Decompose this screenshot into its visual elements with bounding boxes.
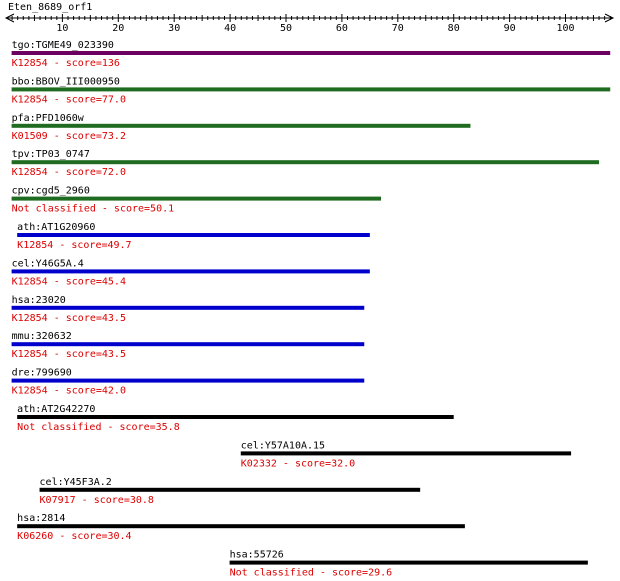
hit-annotation: Not classified - score=50.1 [12,204,175,215]
hit-annotation: Not classified - score=35.8 [17,422,180,433]
hit-row[interactable]: cpv:cgd5_2960 Not classified - score=50.1 [11,186,382,215]
hit-name[interactable]: cel:Y46G5A.4 [12,258,84,269]
hit-bar[interactable] [11,51,611,55]
hit-row[interactable]: tgo:TGME49_023390 K12854 - score=136 [11,40,611,69]
hit-row[interactable]: dre:799690 K12854 - score=42.0 [11,368,365,397]
hit-row[interactable]: pfa:PFD1060w K01509 - score=73.2 [11,113,471,142]
hit-bar[interactable] [17,415,454,419]
hit-annotation: K12854 - score=49.7 [17,240,131,251]
hit-annotation: K12854 - score=136 [12,58,120,69]
hit-name[interactable]: mmu:320632 [12,331,72,342]
hit-name[interactable]: bbo:BBOV_III000950 [12,76,120,87]
sequence-axis: Eten_8689_orf1 10 20 30 40 50 60 70 80 90 100 [4,2,615,34]
hit-annotation: K02332 - score=32.0 [241,458,355,469]
axis-arrow-right [604,13,615,23]
query-title: Eten_8689_orf1 [8,2,92,13]
hit-name[interactable]: hsa:23020 [12,295,66,306]
hit-name[interactable]: ath:AT1G20960 [17,222,95,233]
tick-label: 10 [56,23,68,34]
tick-label: 40 [224,23,236,34]
hit-row[interactable]: cel:Y46G5A.4 K12854 - score=45.4 [11,258,370,287]
hit-annotation: K12854 - score=72.0 [12,167,126,178]
hit-row[interactable]: bbo:BBOV_III000950 K12854 - score=77.0 [11,76,611,105]
hit-bar[interactable] [11,87,611,92]
hit-bar[interactable] [17,524,465,529]
hit-row[interactable]: tpv:TP03_0747 K12854 - score=72.0 [11,149,600,178]
hit-row[interactable]: cel:Y57A10A.15 K02332 - score=32.0 [240,440,572,469]
hit-bar[interactable] [240,451,572,456]
hit-bar[interactable] [229,560,588,565]
hit-annotation: K01509 - score=73.2 [12,131,126,142]
axis-ticks: 10 20 30 40 50 60 70 80 90 100 [11,14,611,34]
tick-label: 60 [336,23,348,34]
hit-name[interactable]: dre:799690 [12,368,72,379]
tick-label: 80 [448,23,460,34]
hit-bar[interactable] [11,305,365,310]
hit-bar[interactable] [39,487,421,492]
hit-annotation: K12854 - score=42.0 [12,386,126,397]
hit-annotation: Not classified - score=29.6 [230,568,393,579]
hit-annotation: K07917 - score=30.8 [40,495,154,506]
hit-bar[interactable] [11,378,365,383]
hit-bar[interactable] [11,269,370,274]
hit-name[interactable]: cpv:cgd5_2960 [12,186,90,197]
tick-label: 70 [392,23,404,34]
hit-bar[interactable] [11,160,600,165]
hit-name[interactable]: cel:Y57A10A.15 [241,440,325,451]
hit-name[interactable]: ath:AT2G42270 [17,404,95,415]
axis-arrow-left [4,13,15,23]
hit-annotation: K12854 - score=43.5 [12,313,126,324]
hit-list: tgo:TGME49_023390 K12854 - score=136 bbo:B… [11,40,611,579]
tick-label: 20 [112,23,124,34]
hit-row[interactable]: hsa:55726 Not classified - score=29.6 [229,550,588,579]
hit-row[interactable]: ath:AT1G20960 K12854 - score=49.7 [17,222,370,251]
hit-name[interactable]: hsa:55726 [230,550,284,561]
hit-name[interactable]: tgo:TGME49_023390 [12,40,114,51]
hit-bar[interactable] [11,123,471,128]
hit-name[interactable]: tpv:TP03_0747 [12,149,90,160]
hit-annotation: K06260 - score=30.4 [17,531,131,542]
hit-row[interactable]: cel:Y45F3A.2 K07917 - score=30.8 [39,477,421,506]
hit-bar[interactable] [17,233,370,237]
hit-bar[interactable] [11,342,365,347]
hit-name[interactable]: cel:Y45F3A.2 [40,477,112,488]
tick-label: 50 [280,23,292,34]
hit-annotation: K12854 - score=43.5 [12,349,126,360]
tick-label: 100 [556,23,574,34]
hit-row[interactable]: mmu:320632 K12854 - score=43.5 [11,331,365,360]
tick-label: 30 [168,23,180,34]
tick-label: 90 [504,23,516,34]
hit-annotation: K12854 - score=45.4 [12,276,126,287]
hit-annotation: K12854 - score=77.0 [12,94,126,105]
hit-name[interactable]: pfa:PFD1060w [12,113,85,124]
hit-name[interactable]: hsa:2814 [17,513,65,524]
hit-bar[interactable] [11,196,382,201]
hit-row[interactable]: hsa:23020 K12854 - score=43.5 [11,295,365,324]
hit-row[interactable]: ath:AT2G42270 Not classified - score=35.8 [17,404,454,433]
hit-row[interactable]: hsa:2814 K06260 - score=30.4 [17,513,465,542]
